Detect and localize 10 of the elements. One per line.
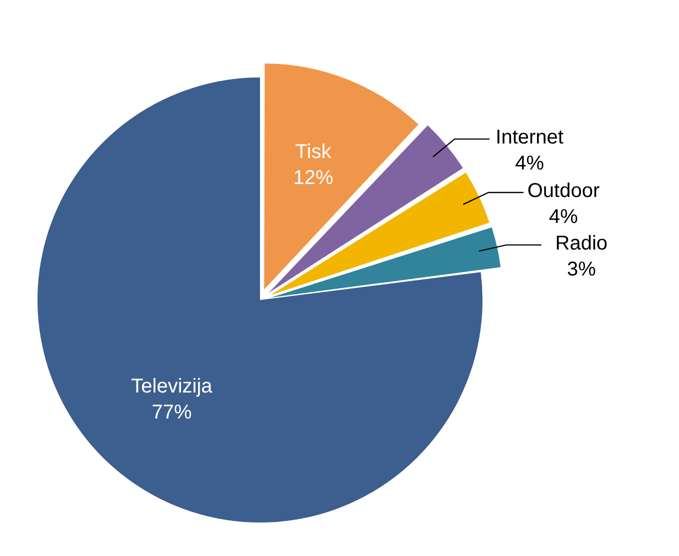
data-label: 12% [293, 167, 334, 190]
slice-label: Televizija [131, 376, 214, 398]
slice-label: Outdoor [527, 180, 600, 202]
data-label: 3% [566, 258, 596, 280]
data-label: 4% [549, 206, 578, 228]
data-label: 77% [152, 402, 192, 424]
slice-label: Internet [496, 126, 564, 149]
slice-label: Tisk [295, 141, 332, 164]
slice-label: Radio [555, 232, 608, 254]
data-label: 4% [515, 152, 544, 175]
